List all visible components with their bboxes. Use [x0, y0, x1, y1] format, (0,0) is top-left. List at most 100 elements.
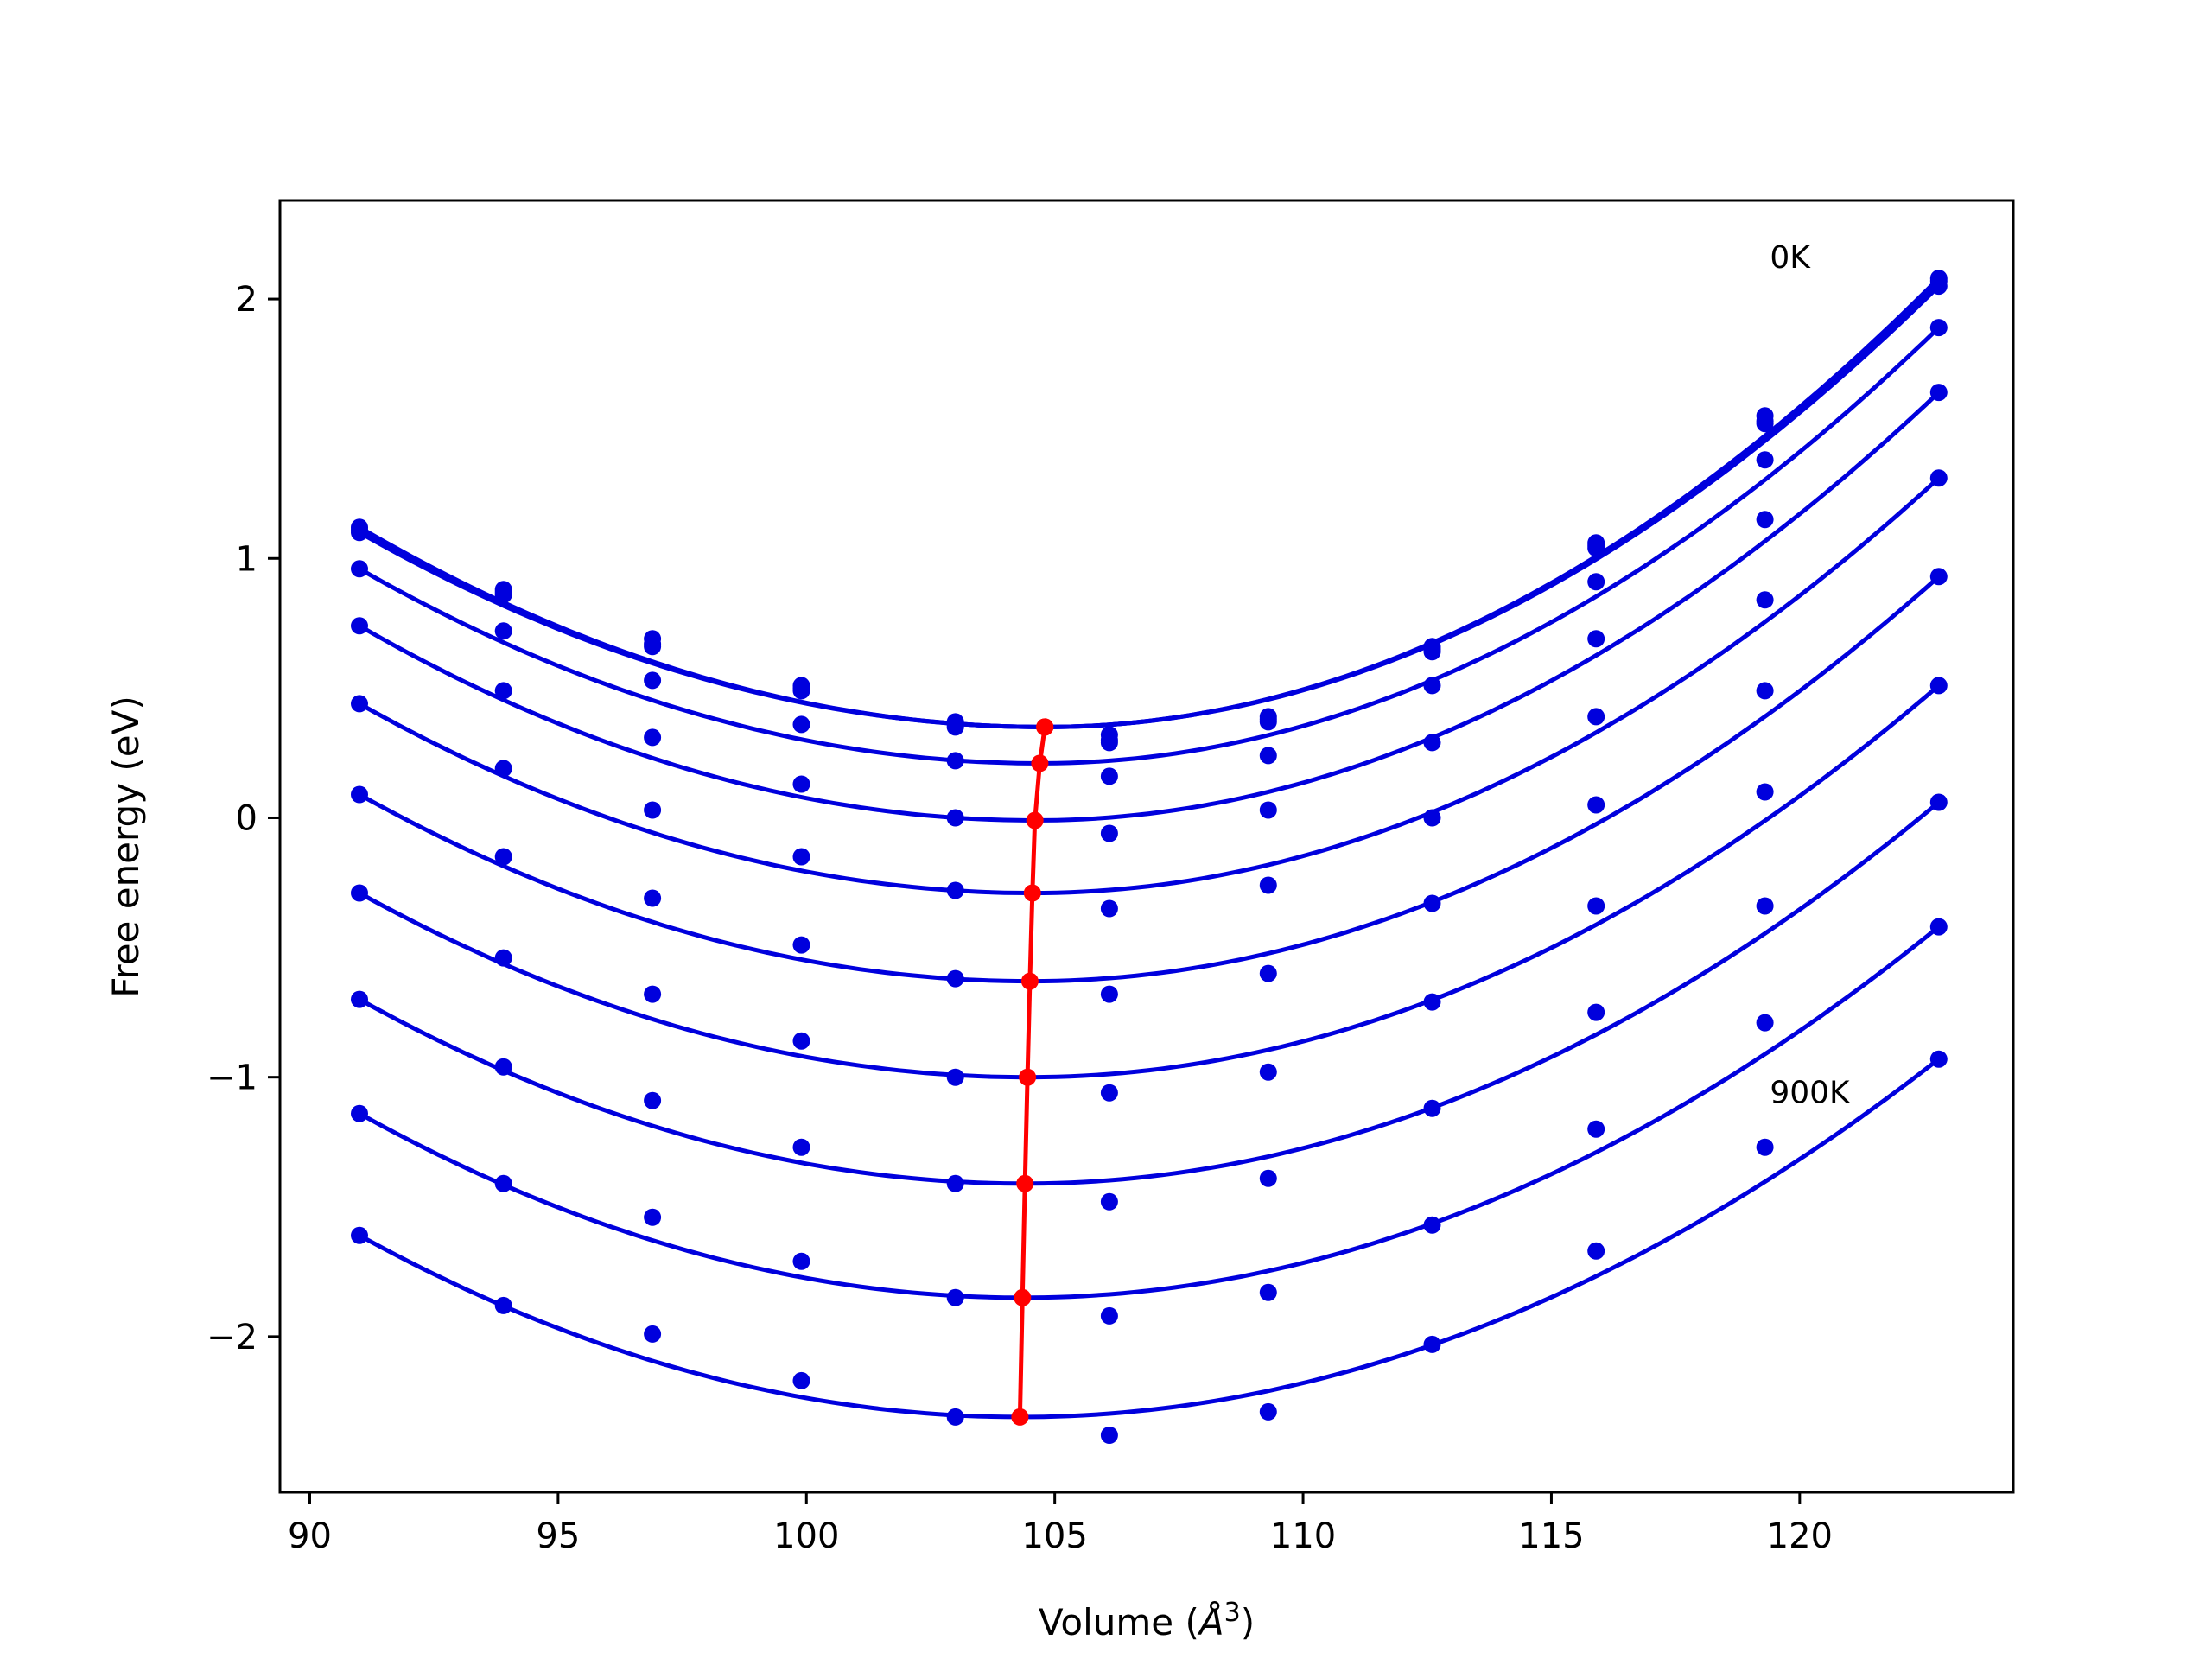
- data-point-s7-6: [1259, 1063, 1277, 1081]
- data-point-s5-6: [1259, 876, 1277, 894]
- data-point-s10-7: [1423, 1335, 1441, 1353]
- data-point-s5-4: [946, 881, 964, 899]
- data-point-s2-1: [494, 586, 512, 604]
- data-point-s10-8: [1587, 1242, 1605, 1260]
- data-point-s8-4: [946, 1174, 964, 1192]
- data-point-s5-10: [1929, 469, 1948, 487]
- data-point-s7-9: [1756, 783, 1774, 801]
- data-point-s6-3: [792, 936, 810, 954]
- data-point-s3-6: [1259, 747, 1277, 765]
- fit-curve-9: [358, 925, 1941, 1300]
- fit-curve-7: [358, 683, 1941, 1080]
- data-point-s8-10: [1929, 793, 1948, 811]
- data-point-s5-3: [792, 848, 810, 866]
- data-point-s3-8: [1587, 573, 1605, 591]
- annotations: 0K 900K: [1770, 240, 1851, 1111]
- x-axis-title-unit: Å: [1197, 1600, 1224, 1643]
- data-point-s3-1: [494, 622, 512, 640]
- data-point-s10-9: [1756, 1138, 1774, 1156]
- data-point-s9-6: [1259, 1283, 1277, 1301]
- x-axis-title: Volume (Å3): [1039, 1598, 1255, 1643]
- data-point-s8-2: [644, 1091, 662, 1109]
- y-tick-label-2: 0: [236, 798, 257, 838]
- data-point-s3-7: [1423, 677, 1441, 695]
- data-point-s10-4: [946, 1408, 964, 1426]
- data-point-s9-5: [1100, 1306, 1118, 1325]
- x-tick-label-90: 90: [288, 1516, 332, 1556]
- data-point-s6-9: [1756, 682, 1774, 700]
- fit-curve-5: [358, 476, 1941, 895]
- data-point-s10-3: [792, 1371, 810, 1389]
- data-point-s2-3: [792, 682, 810, 700]
- data-point-s7-5: [1100, 1084, 1118, 1102]
- data-point-s2-9: [1756, 415, 1774, 433]
- plot-frame: [278, 199, 2015, 1494]
- data-point-s5-8: [1587, 708, 1605, 726]
- y-axis-title: Free energy (eV): [105, 696, 147, 998]
- data-point-s7-3: [792, 1032, 810, 1050]
- data-point-s5-5: [1100, 899, 1118, 918]
- minimum-point-5: [1023, 884, 1041, 902]
- data-point-s9-3: [792, 1252, 810, 1270]
- data-point-s4-2: [644, 728, 662, 747]
- data-point-s2-8: [1587, 539, 1605, 557]
- data-point-s8-5: [1100, 1192, 1118, 1211]
- data-point-s3-3: [792, 715, 810, 734]
- data-point-s3-2: [644, 671, 662, 690]
- fit-curve-6: [358, 575, 1941, 984]
- data-point-s6-2: [644, 889, 662, 907]
- data-point-s8-8: [1587, 1003, 1605, 1021]
- data-point-s7-10: [1929, 677, 1948, 695]
- data-point-s5-0: [351, 695, 368, 713]
- data-point-s4-5: [1100, 824, 1118, 842]
- data-point-s6-7: [1423, 894, 1441, 912]
- data-point-s8-3: [792, 1138, 810, 1156]
- data-point-s2-6: [1259, 710, 1277, 728]
- data-point-s6-5: [1100, 985, 1118, 1003]
- minimum-point-7: [1019, 1068, 1037, 1086]
- data-point-s6-6: [1259, 964, 1277, 982]
- data-point-s2-7: [1423, 643, 1441, 661]
- data-point-s9-0: [351, 1104, 368, 1122]
- fit-curve-2: [358, 284, 1941, 729]
- y-tick-label-3: 1: [236, 539, 257, 579]
- fit-curve-4: [358, 391, 1941, 823]
- data-point-s10-5: [1100, 1427, 1118, 1444]
- data-point-s2-5: [1100, 734, 1118, 752]
- x-tick-label-105: 105: [1021, 1516, 1087, 1556]
- data-point-s6-0: [351, 785, 368, 804]
- y-tick-label-4: 2: [236, 280, 257, 320]
- data-point-s5-1: [494, 760, 512, 778]
- annotation-0: 0K: [1770, 240, 1811, 276]
- x-axis-title-exponent: 3: [1224, 1598, 1241, 1628]
- x-tick-label-95: 95: [536, 1516, 580, 1556]
- minimum-point-4: [1026, 811, 1044, 830]
- fit-curve-0: [358, 276, 1941, 729]
- data-point-s4-4: [946, 809, 964, 827]
- x-axis-ticks: 90 95 100 105 110 115 120: [288, 1492, 1833, 1556]
- x-tick-label-110: 110: [1270, 1516, 1336, 1556]
- data-point-s7-4: [946, 1068, 964, 1086]
- minimum-point-3: [1031, 754, 1049, 772]
- data-point-s4-10: [1929, 384, 1948, 402]
- minimum-point-9: [1014, 1288, 1032, 1306]
- data-point-s4-3: [792, 775, 810, 793]
- data-point-s9-7: [1423, 1216, 1441, 1234]
- y-tick-label-1: −1: [207, 1058, 257, 1098]
- data-point-s10-6: [1259, 1402, 1277, 1421]
- data-point-s10-1: [494, 1296, 512, 1314]
- data-point-s4-1: [494, 682, 512, 700]
- x-axis-title-close: ): [1241, 1601, 1255, 1643]
- data-point-s2-4: [946, 718, 964, 736]
- y-axis-ticks: −2 −1 0 1 2: [207, 280, 280, 1357]
- data-point-s4-6: [1259, 801, 1277, 819]
- data-point-s7-8: [1587, 897, 1605, 915]
- fit-curve-1: [358, 279, 1941, 729]
- y-tick-label-0: −2: [207, 1318, 257, 1357]
- data-point-s3-0: [351, 560, 368, 578]
- data-point-s7-0: [351, 884, 368, 902]
- data-point-s4-9: [1756, 511, 1774, 529]
- data-point-s8-9: [1756, 897, 1774, 915]
- data-point-s2-0: [351, 524, 368, 542]
